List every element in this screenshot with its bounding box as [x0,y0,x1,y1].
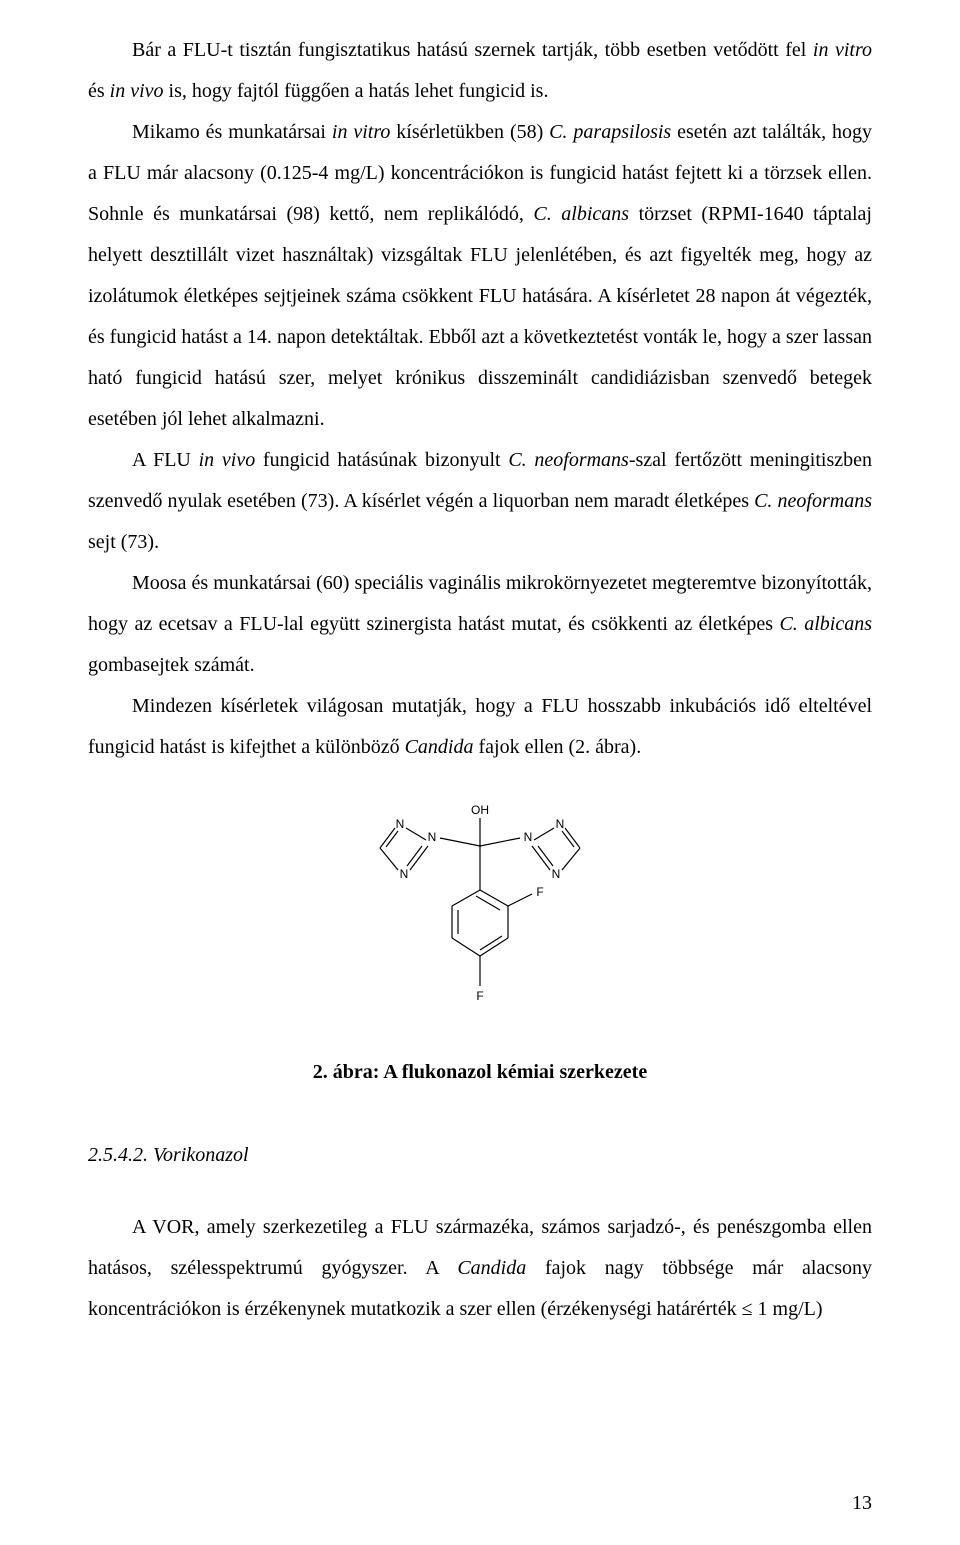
italic-run: in vivo [199,449,256,471]
italic-run: C. neoformans [754,490,872,512]
italic-run: Candida [405,736,474,758]
section-heading: 2.5.4.2. Vorikonazol [88,1144,872,1167]
italic-run: in vivo [110,80,164,102]
text-run: Bár a FLU-t tisztán fungisztatikus hatás… [132,39,813,61]
italic-run: in vitro [813,39,872,61]
text-run: A FLU [132,449,199,471]
paragraph-1: Bár a FLU-t tisztán fungisztatikus hatás… [88,30,872,112]
text-run: fungicid hatásúnak bizonyult [255,449,508,471]
label-n-right3: N [552,867,561,881]
figure-caption: 2. ábra: A flukonazol kémiai szerkezete [88,1061,872,1084]
italic-run: in vitro [332,121,391,143]
label-f2: F [476,989,483,1003]
text-run: Moosa és munkatársai (60) speciális vagi… [88,572,872,635]
label-n-right1: N [524,830,533,844]
italic-run: Candida [457,1257,526,1279]
text-run: gombasejtek számát. [88,654,255,676]
label-oh: OH [471,803,489,817]
text-run: Mikamo és munkatársai [132,121,332,143]
label-n-left2: N [396,817,405,831]
paragraph-6: A VOR, amely szerkezetileg a FLU származ… [88,1207,872,1330]
text-run: és [88,80,110,102]
italic-run: C. albicans [533,203,629,225]
label-n-left1: N [428,830,437,844]
figure-container: OH N N N N N N [88,798,872,1084]
label-n-left3: N [400,867,409,881]
text-run: kísérletükben (58) [390,121,549,143]
text-run: fajok ellen (2. ábra). [474,736,642,758]
text-run: sejt (73). [88,531,159,553]
page-number: 13 [852,1492,872,1515]
paragraph-4: Moosa és munkatársai (60) speciális vagi… [88,563,872,686]
paragraph-3: A FLU in vivo fungicid hatásúnak bizonyu… [88,440,872,563]
chemical-structure: OH N N N N N N [340,798,620,1038]
paragraph-2: Mikamo és munkatársai in vitro kísérletü… [88,112,872,440]
italic-run: C. neoformans [508,449,629,471]
label-f1: F [536,885,543,899]
text-run: is, hogy fajtól függően a hatás lehet fu… [164,80,549,102]
italic-run: C. parapsilosis [549,121,671,143]
italic-run: C. albicans [779,613,872,635]
page: Bár a FLU-t tisztán fungisztatikus hatás… [0,0,960,1545]
text-run: törzset (RPMI-1640 táptalaj helyett desz… [88,203,872,430]
paragraph-5: Mindezen kísérletek világosan mutatják, … [88,686,872,768]
label-n-right2: N [556,817,565,831]
